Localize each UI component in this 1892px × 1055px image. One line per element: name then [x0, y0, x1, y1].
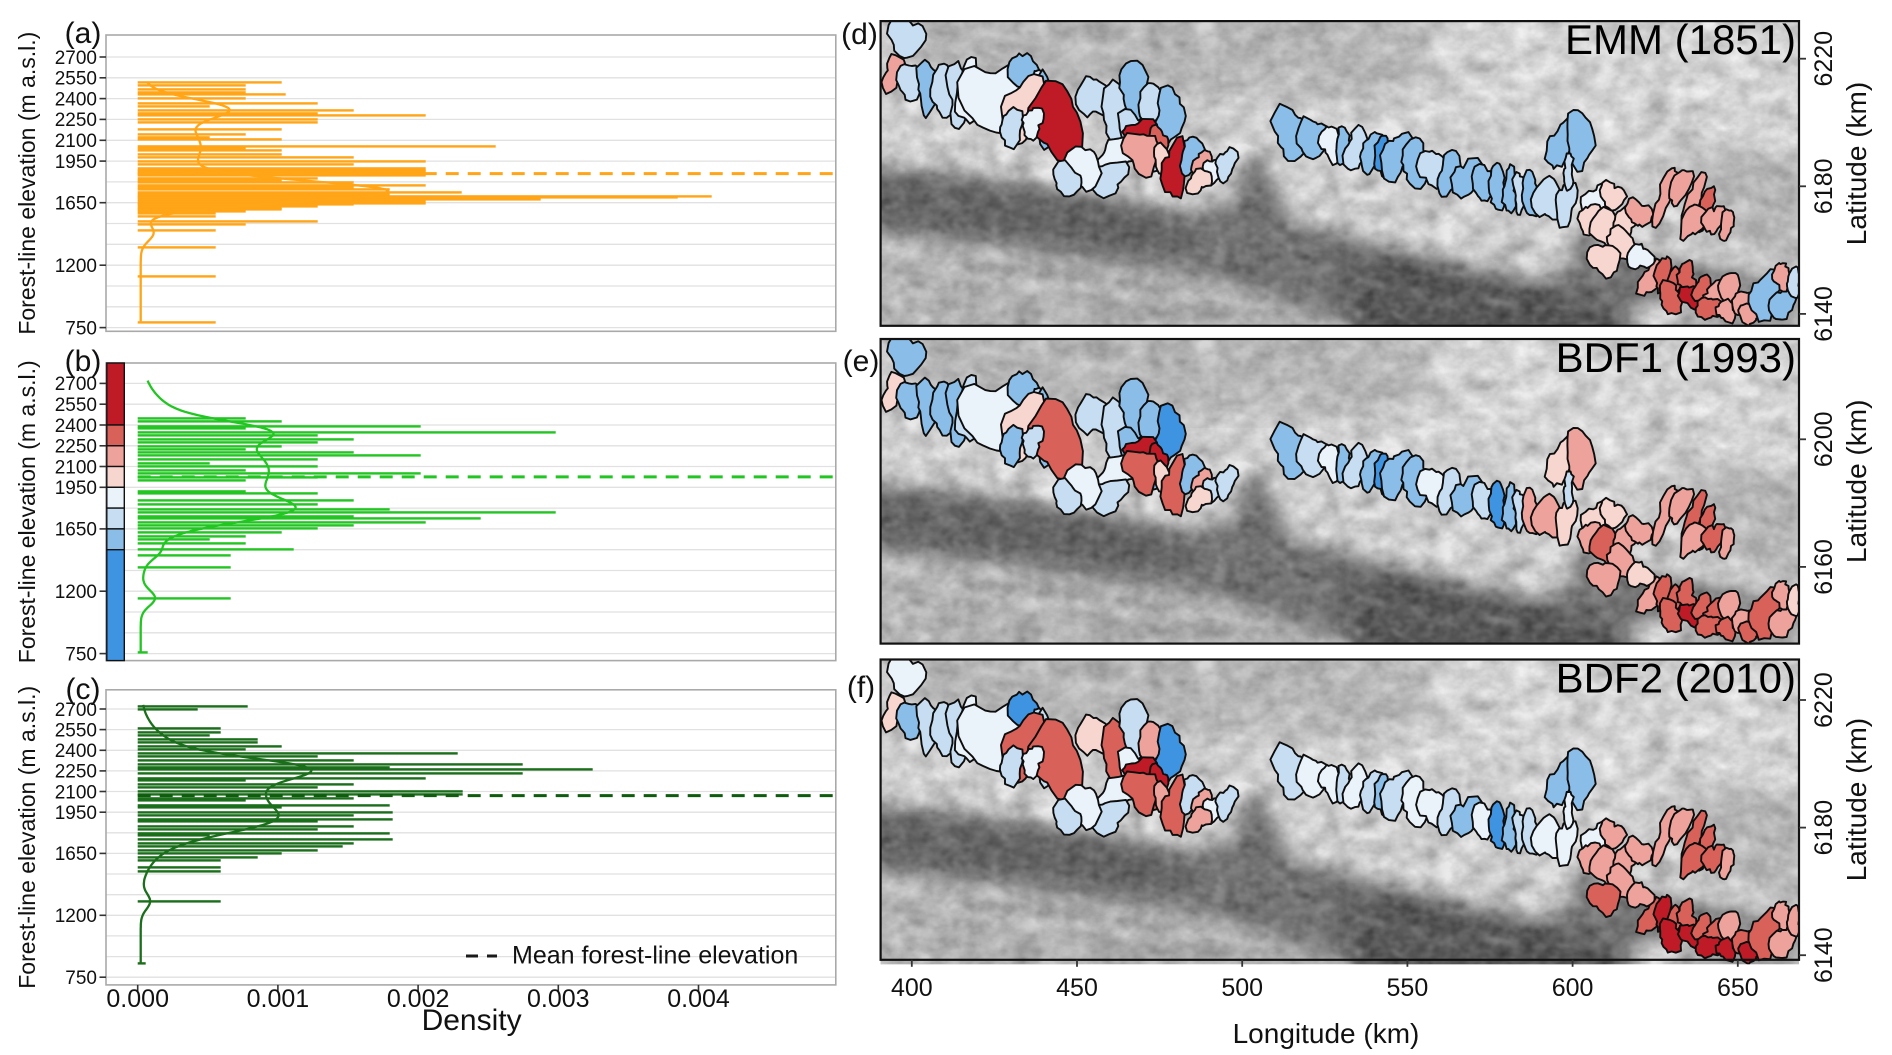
svg-text:0.004: 0.004 — [667, 985, 730, 1013]
svg-text:6220: 6220 — [1810, 31, 1838, 87]
svg-text:Forest-line elevation (m a.s.l: Forest-line elevation (m a.s.l.) — [14, 32, 40, 335]
svg-text:2550: 2550 — [55, 720, 97, 741]
svg-text:1950: 1950 — [55, 152, 97, 173]
svg-text:2250: 2250 — [55, 762, 97, 783]
svg-text:2400: 2400 — [55, 416, 97, 437]
svg-text:2100: 2100 — [55, 457, 97, 478]
svg-text:Latitude (km): Latitude (km) — [1841, 82, 1872, 245]
svg-text:2700: 2700 — [55, 374, 97, 395]
svg-text:BDF1 (1993): BDF1 (1993) — [1556, 334, 1796, 381]
svg-text:Longitude (km): Longitude (km) — [1233, 1018, 1420, 1049]
svg-text:Latitude (km): Latitude (km) — [1841, 400, 1872, 563]
svg-text:1650: 1650 — [55, 844, 97, 865]
svg-text:(f): (f) — [847, 671, 875, 704]
svg-text:400: 400 — [891, 974, 933, 1002]
svg-text:550: 550 — [1387, 974, 1429, 1002]
svg-text:750: 750 — [65, 644, 97, 665]
svg-text:0.000: 0.000 — [106, 985, 169, 1013]
svg-text:1950: 1950 — [55, 478, 97, 499]
svg-text:1200: 1200 — [55, 906, 97, 927]
svg-text:(d): (d) — [841, 18, 878, 51]
svg-text:0.001: 0.001 — [247, 985, 310, 1013]
svg-text:Density: Density — [422, 1004, 522, 1037]
svg-text:2550: 2550 — [55, 69, 97, 90]
svg-text:Forest-line elevation (m a.s.l: Forest-line elevation (m a.s.l.) — [14, 686, 40, 989]
svg-text:750: 750 — [65, 318, 97, 339]
svg-text:450: 450 — [1056, 974, 1098, 1002]
svg-text:2100: 2100 — [55, 131, 97, 152]
svg-text:600: 600 — [1552, 974, 1594, 1002]
svg-text:1950: 1950 — [55, 803, 97, 824]
svg-text:2250: 2250 — [55, 437, 97, 458]
svg-text:750: 750 — [65, 968, 97, 989]
svg-text:0.002: 0.002 — [387, 985, 450, 1013]
svg-text:2400: 2400 — [55, 89, 97, 110]
svg-text:Latitude (km): Latitude (km) — [1841, 718, 1872, 881]
svg-text:6220: 6220 — [1810, 672, 1838, 728]
svg-text:6180: 6180 — [1810, 800, 1838, 856]
svg-text:500: 500 — [1221, 974, 1263, 1002]
svg-text:1650: 1650 — [55, 194, 97, 215]
svg-text:BDF2 (2010): BDF2 (2010) — [1556, 655, 1796, 702]
svg-text:6140: 6140 — [1810, 927, 1838, 983]
svg-text:2100: 2100 — [55, 782, 97, 803]
svg-text:1200: 1200 — [55, 582, 97, 603]
svg-text:2700: 2700 — [55, 48, 97, 69]
svg-text:0.003: 0.003 — [527, 985, 590, 1013]
svg-text:2700: 2700 — [55, 700, 97, 721]
svg-text:6180: 6180 — [1810, 158, 1838, 214]
svg-text:6200: 6200 — [1810, 411, 1838, 467]
svg-text:2250: 2250 — [55, 110, 97, 131]
svg-text:Mean forest-line elevation: Mean forest-line elevation — [512, 942, 798, 970]
svg-text:(e): (e) — [843, 345, 880, 378]
svg-text:2400: 2400 — [55, 741, 97, 762]
svg-text:(a): (a) — [65, 17, 102, 50]
svg-text:(b): (b) — [65, 345, 102, 378]
svg-text:1200: 1200 — [55, 256, 97, 277]
svg-text:2550: 2550 — [55, 395, 97, 416]
svg-text:EMM (1851): EMM (1851) — [1565, 16, 1796, 63]
svg-text:(c): (c) — [66, 673, 101, 706]
svg-text:650: 650 — [1717, 974, 1759, 1002]
svg-text:6140: 6140 — [1810, 286, 1838, 342]
svg-text:6160: 6160 — [1810, 539, 1838, 595]
svg-text:Forest-line elevation (m a.s.l: Forest-line elevation (m a.s.l.) — [14, 360, 40, 663]
svg-text:1650: 1650 — [55, 520, 97, 541]
